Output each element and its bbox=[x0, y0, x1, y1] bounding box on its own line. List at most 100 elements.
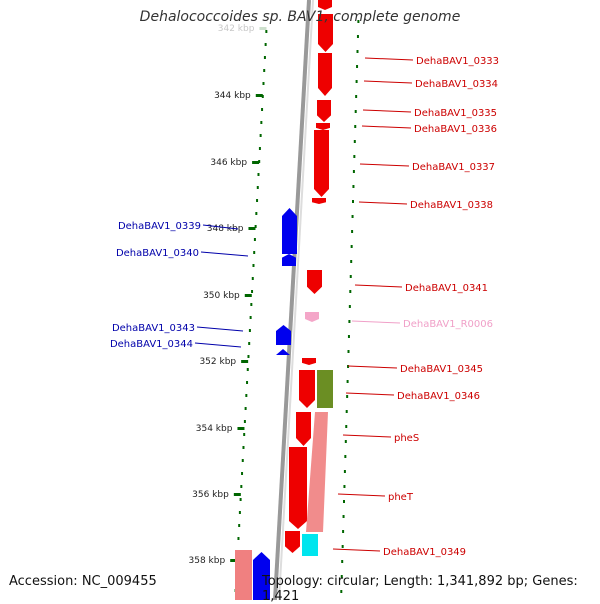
ruler-tick bbox=[259, 27, 267, 30]
gene-label-right[interactable]: DehaBAV1_0346 bbox=[397, 391, 480, 402]
gene-feature[interactable] bbox=[289, 447, 307, 529]
gene-label-left[interactable]: DehaBAV1_0340 bbox=[116, 248, 199, 259]
gene-label-left[interactable]: DehaBAV1_0339 bbox=[118, 221, 201, 232]
ruler-dot bbox=[250, 303, 253, 306]
ruler-dot bbox=[259, 134, 262, 137]
trna-feature[interactable] bbox=[305, 312, 319, 322]
ruler-tick bbox=[237, 427, 245, 430]
ruler-tick-label: 346 kbp bbox=[210, 158, 247, 168]
gene-label-left[interactable]: DehaBAV1_0343 bbox=[112, 323, 195, 334]
ruler-tick bbox=[252, 161, 260, 164]
gene-feature[interactable] bbox=[317, 100, 331, 122]
gene-label-leader bbox=[361, 125, 412, 129]
gene-feature[interactable] bbox=[299, 370, 315, 408]
outer-dot bbox=[352, 185, 355, 188]
cog-bar-cyan[interactable] bbox=[302, 534, 318, 556]
outer-dot bbox=[342, 530, 345, 533]
gene-feature[interactable] bbox=[318, 53, 332, 96]
ruler-tick bbox=[244, 294, 252, 297]
ruler-dot bbox=[263, 69, 266, 72]
ruler-dot bbox=[241, 459, 244, 462]
gene-label-leader bbox=[354, 284, 403, 288]
map-title: Dehalococcoides sp. BAV1, complete genom… bbox=[139, 9, 461, 25]
outer-dot bbox=[341, 560, 344, 563]
outer-dot bbox=[350, 260, 353, 263]
outer-dot bbox=[348, 320, 351, 323]
ruler-dot bbox=[253, 251, 256, 254]
gene-label-right[interactable]: DehaBAV1_0335 bbox=[414, 108, 497, 119]
backbone-line bbox=[273, 0, 311, 601]
gene-label-leader bbox=[351, 320, 401, 324]
ruler-dot bbox=[244, 407, 247, 410]
gene-label-right[interactable]: DehaBAV1_0336 bbox=[414, 124, 497, 135]
outer-dot bbox=[345, 410, 348, 413]
gene-labels-left[interactable]: DehaBAV1_0339 DehaBAV1_0340 DehaBAV1_0343 D… bbox=[110, 221, 249, 350]
gene-labels-right[interactable]: DehaBAV1_0333 DehaBAV1_0334 DehaBAV1_0335 D… bbox=[332, 56, 499, 558]
gene-label-right[interactable]: DehaBAV1_0349 bbox=[383, 547, 466, 558]
gene-label-right[interactable]: pheT bbox=[388, 492, 414, 503]
gene-features[interactable] bbox=[235, 0, 333, 600]
gene-feature[interactable] bbox=[302, 358, 316, 365]
gene-label-right[interactable]: pheS bbox=[394, 433, 419, 444]
gene-feature[interactable] bbox=[282, 208, 297, 254]
cog-bar-green[interactable] bbox=[317, 370, 333, 408]
ruler-tick-label: 358 kbp bbox=[189, 556, 226, 566]
ruler-dot bbox=[262, 82, 265, 85]
gene-label-right[interactable]: DehaBAV1_0338 bbox=[410, 200, 493, 211]
gene-feature[interactable] bbox=[282, 254, 296, 266]
cog-bar-pink[interactable] bbox=[306, 412, 328, 532]
gene-feature[interactable] bbox=[318, 0, 332, 10]
ruler-tick bbox=[255, 94, 263, 97]
outer-dot bbox=[340, 575, 343, 578]
gene-label-right[interactable]: DehaBAV1_0345 bbox=[400, 364, 483, 375]
ruler-tick-label: 352 kbp bbox=[199, 357, 236, 367]
gene-feature[interactable] bbox=[314, 130, 329, 197]
ruler-dot bbox=[243, 433, 246, 436]
ruler-tick bbox=[233, 493, 241, 496]
gene-feature[interactable] bbox=[316, 123, 330, 130]
cog-bar-pink[interactable] bbox=[235, 550, 252, 600]
ruler-dotted-track bbox=[234, 30, 268, 592]
ruler-dot bbox=[249, 316, 252, 319]
gene-feature[interactable] bbox=[276, 325, 291, 345]
gene-label-leader bbox=[347, 365, 398, 369]
gene-label-right[interactable]: DehaBAV1_0337 bbox=[412, 162, 495, 173]
ruler-dot bbox=[247, 355, 250, 358]
genome-backbone bbox=[273, 0, 314, 601]
ruler-dot bbox=[260, 121, 263, 124]
outer-dot bbox=[351, 230, 354, 233]
ruler-dot bbox=[239, 498, 242, 501]
outer-dot bbox=[356, 50, 359, 53]
gene-feature[interactable] bbox=[276, 349, 290, 355]
gene-label-right[interactable]: DehaBAV1_0334 bbox=[415, 79, 498, 90]
gene-feature[interactable] bbox=[312, 198, 326, 204]
outer-dot bbox=[353, 140, 356, 143]
gene-label-leader bbox=[345, 392, 395, 396]
gene-feature[interactable] bbox=[253, 552, 270, 600]
ruler-dot bbox=[256, 186, 259, 189]
ruler-tick-label: 350 kbp bbox=[203, 291, 240, 301]
ruler-dot bbox=[261, 108, 264, 111]
outer-dot bbox=[351, 215, 354, 218]
outer-dot bbox=[342, 515, 345, 518]
outer-dot bbox=[344, 440, 347, 443]
ruler-dot bbox=[238, 511, 241, 514]
outer-dot bbox=[352, 170, 355, 173]
gene-feature[interactable] bbox=[285, 531, 300, 553]
gene-label-right[interactable]: DehaBAV1_0341 bbox=[405, 283, 488, 294]
gene-feature[interactable] bbox=[296, 412, 311, 446]
ruler-tick-label: 348 kbp bbox=[207, 224, 244, 234]
gene-label-left[interactable]: DehaBAV1_0344 bbox=[110, 339, 193, 350]
outer-dot bbox=[343, 470, 346, 473]
gene-label-right[interactable]: DehaBAV1_R0006 bbox=[403, 319, 493, 330]
gene-label-right[interactable]: DehaBAV1_0333 bbox=[416, 56, 499, 67]
ruler-dot bbox=[237, 537, 240, 540]
ruler-dot bbox=[246, 381, 249, 384]
gene-feature[interactable] bbox=[318, 14, 333, 52]
gene-feature[interactable] bbox=[307, 270, 322, 294]
gene-label-leader bbox=[200, 251, 249, 257]
ruler-dot bbox=[265, 30, 268, 33]
ruler-dot bbox=[264, 43, 267, 46]
